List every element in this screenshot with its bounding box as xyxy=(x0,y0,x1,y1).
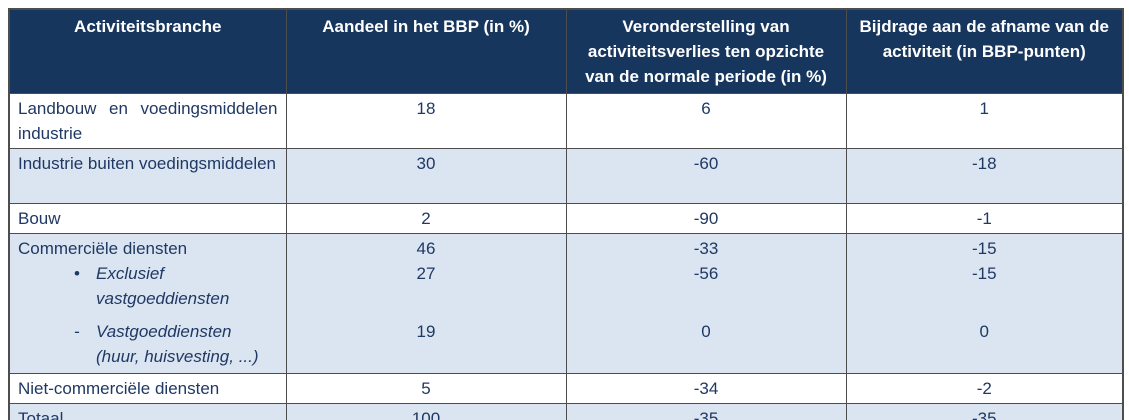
value-cell: 30 xyxy=(285,148,567,204)
row-label: Totaal xyxy=(8,403,287,420)
table-row-niet-commerciele: Niet-commerciële diensten 5 -34 -2 xyxy=(8,373,1124,404)
spacer xyxy=(295,286,558,311)
value-cell: 46 xyxy=(416,239,436,258)
value-cell: 5 xyxy=(285,373,567,404)
value-cell: 100 xyxy=(285,403,567,420)
value-cell: -15 xyxy=(971,264,997,283)
header-veronderstelling: Veronderstelling van activiteitsverlies … xyxy=(565,8,847,94)
value-cell: -18 xyxy=(845,148,1124,204)
header-activiteitsbranche: Activiteitsbranche xyxy=(8,8,287,94)
value-cell: 18 xyxy=(285,93,567,149)
value-cell: 27 xyxy=(416,264,436,283)
activity-table: Activiteitsbranche Aandeel in het BBP (i… xyxy=(8,8,1124,420)
value-cell: -1 xyxy=(845,203,1124,234)
value-cell: 0 xyxy=(979,322,989,341)
value-cell: -15 xyxy=(971,239,997,258)
row-label: Landbouw en voedingsmiddelen industrie xyxy=(8,93,287,149)
sub-item-label: Exclusief vastgoeddiensten xyxy=(96,264,230,308)
header-bijdrage: Bijdrage aan de afname van de activiteit… xyxy=(845,8,1124,94)
value-cell: 19 xyxy=(416,322,436,341)
row-label: Commerciële diensten xyxy=(18,239,188,258)
header-row: Activiteitsbranche Aandeel in het BBP (i… xyxy=(8,8,1124,94)
table-row-landbouw: Landbouw en voedingsmiddelen industrie 1… xyxy=(8,93,1124,149)
row-label: Industrie buiten voedingsmiddelen xyxy=(8,148,287,204)
spacer xyxy=(855,286,1115,311)
table-row-totaal: Totaal 100 -35 -35 xyxy=(8,403,1124,420)
row-label: Niet-commerciële diensten xyxy=(8,373,287,404)
value-cell: 6 xyxy=(565,93,847,149)
dash-marker: - xyxy=(74,322,80,341)
sub-item-vastgoeddiensten: - Vastgoeddiensten (huur, huisvesting, .… xyxy=(18,319,278,369)
header-aandeel-bbp: Aandeel in het BBP (in %) xyxy=(285,8,567,94)
value-cell: -34 xyxy=(565,373,847,404)
value-cell: -35 xyxy=(845,403,1124,420)
value-cell: 0 xyxy=(701,322,711,341)
bullet-marker: • xyxy=(74,264,80,283)
value-cell: -56 xyxy=(693,264,719,283)
value-cell: -90 xyxy=(565,203,847,234)
row-label: Bouw xyxy=(8,203,287,234)
value-cell: -35 xyxy=(565,403,847,420)
value-cell: -60 xyxy=(565,148,847,204)
value-cell: -2 xyxy=(845,373,1124,404)
table-row-bouw: Bouw 2 -90 -1 xyxy=(8,203,1124,234)
value-cell: 2 xyxy=(285,203,567,234)
value-cell: -33 xyxy=(693,239,719,258)
value-cell: 1 xyxy=(845,93,1124,149)
sub-item-label: Vastgoeddiensten (huur, huisvesting, ...… xyxy=(96,322,259,366)
table-row-industrie: Industrie buiten voedingsmiddelen 30 -60… xyxy=(8,148,1124,204)
spacer xyxy=(575,286,838,311)
sub-item-exclusief: • Exclusief vastgoeddiensten xyxy=(18,261,278,311)
table-row-commerciele-diensten: Commerciële diensten • Exclusief vastgoe… xyxy=(8,233,1124,374)
